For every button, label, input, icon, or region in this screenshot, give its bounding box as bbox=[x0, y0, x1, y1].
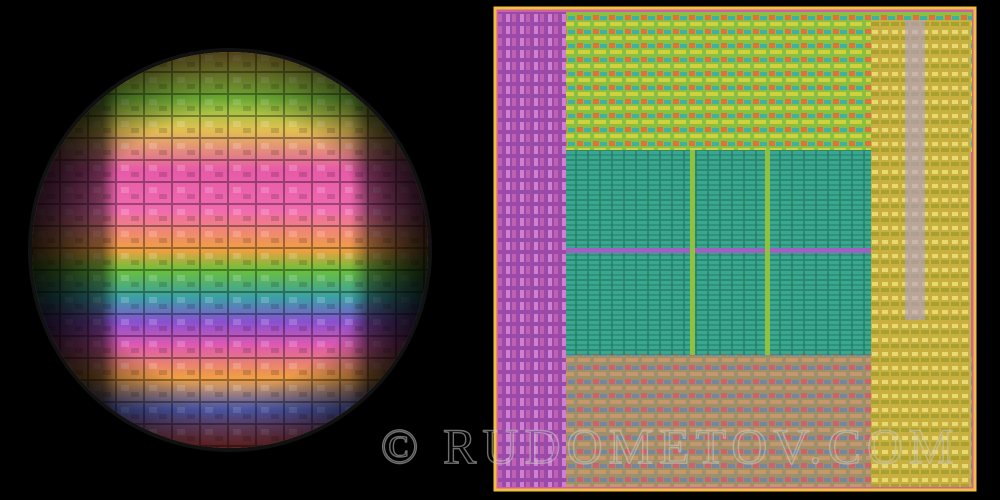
watermark: © RUDOMETOV.COM bbox=[381, 418, 960, 474]
wafer bbox=[28, 48, 432, 452]
die bbox=[493, 6, 977, 492]
